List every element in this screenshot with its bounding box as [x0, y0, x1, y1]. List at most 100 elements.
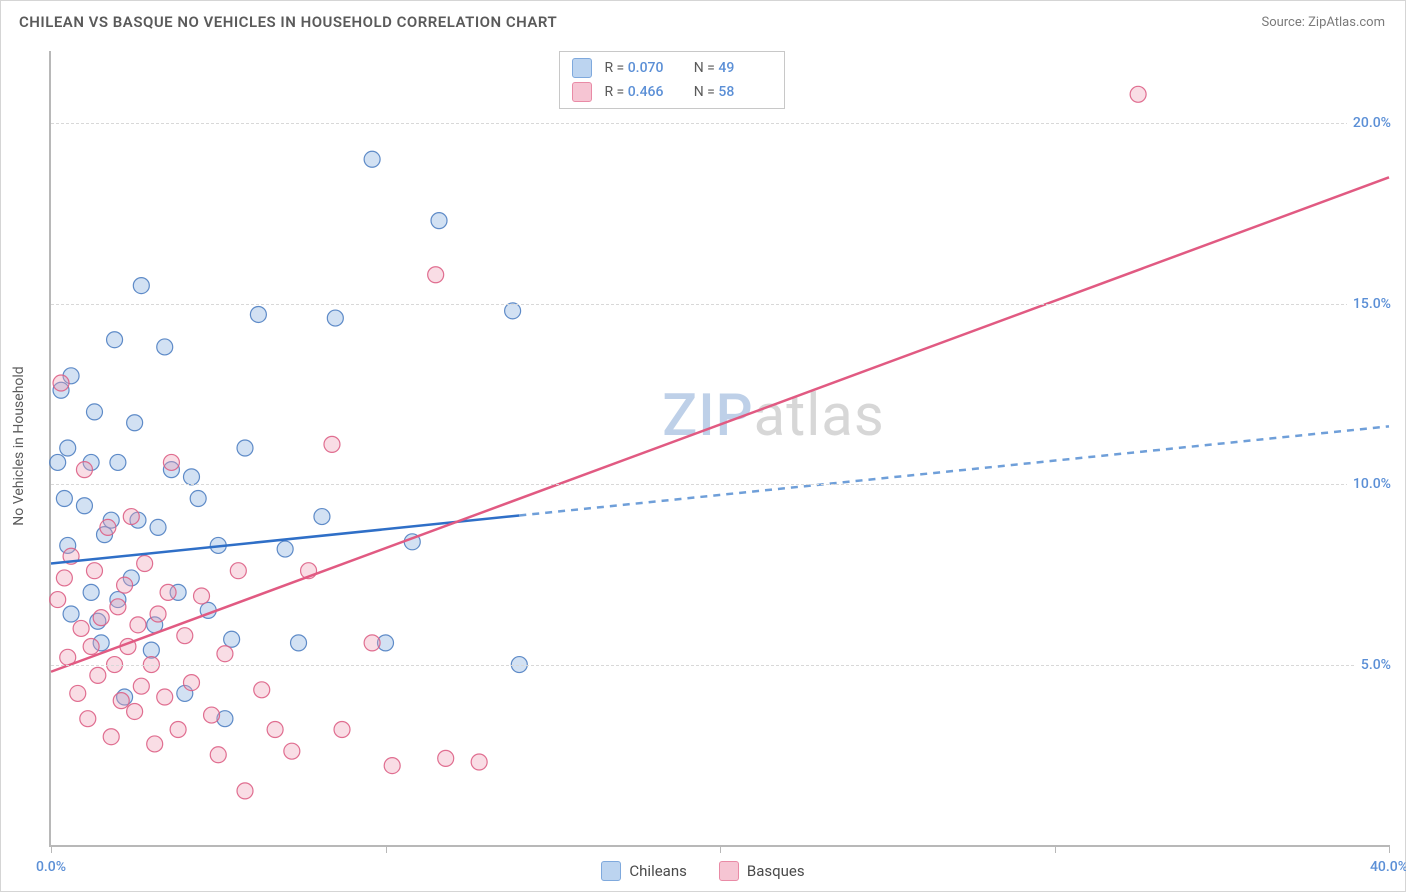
- data-point: [60, 440, 76, 456]
- data-point: [80, 711, 96, 727]
- n-label: N =: [694, 84, 715, 100]
- x-tick-mark: [386, 845, 387, 853]
- data-point: [170, 722, 186, 738]
- chart-title: CHILEAN VS BASQUE NO VEHICLES IN HOUSEHO…: [19, 13, 557, 31]
- data-point: [83, 584, 99, 600]
- gridline: [51, 304, 1389, 305]
- swatch-basques: [572, 82, 592, 102]
- data-point: [157, 689, 173, 705]
- data-point: [277, 541, 293, 557]
- data-point: [133, 278, 149, 294]
- data-point: [56, 570, 72, 586]
- data-point: [110, 454, 126, 470]
- data-point: [505, 303, 521, 319]
- data-point: [438, 750, 454, 766]
- y-tick-label: 5.0%: [1355, 657, 1391, 673]
- y-tick-label: 10.0%: [1347, 476, 1391, 492]
- data-point: [183, 469, 199, 485]
- swatch-chileans: [572, 58, 592, 78]
- data-point: [133, 678, 149, 694]
- data-point: [123, 509, 139, 525]
- data-point: [103, 729, 119, 745]
- regression-line: [51, 177, 1389, 671]
- legend-bottom: Chileans Basques: [1, 861, 1405, 881]
- data-point: [110, 599, 126, 615]
- data-point: [50, 454, 66, 470]
- data-point: [194, 588, 210, 604]
- data-point: [210, 747, 226, 763]
- data-point: [143, 642, 159, 658]
- legend-stats-box: R = 0.070 N = 49 R = 0.466 N = 58: [559, 51, 785, 109]
- data-point: [428, 267, 444, 283]
- data-point: [63, 606, 79, 622]
- legend-stats-row-chileans: R = 0.070 N = 49: [572, 56, 772, 80]
- gridline: [51, 665, 1389, 666]
- data-point: [284, 743, 300, 759]
- data-point: [127, 415, 143, 431]
- data-point: [291, 635, 307, 651]
- data-point: [117, 577, 133, 593]
- data-point: [107, 332, 123, 348]
- data-point: [237, 440, 253, 456]
- data-point: [56, 491, 72, 507]
- legend-item-chileans: Chileans: [601, 861, 686, 881]
- source-attribution: Source: ZipAtlas.com: [1261, 15, 1385, 30]
- data-point: [224, 631, 240, 647]
- legend-label-chileans: Chileans: [629, 862, 686, 880]
- r-value-chileans: 0.070: [628, 60, 682, 76]
- data-point: [76, 498, 92, 514]
- data-point: [254, 682, 270, 698]
- chart-svg: [51, 51, 1389, 845]
- data-point: [113, 693, 129, 709]
- n-label: N =: [694, 60, 715, 76]
- data-point: [76, 462, 92, 478]
- legend-stats-row-basques: R = 0.466 N = 58: [572, 80, 772, 104]
- data-point: [150, 519, 166, 535]
- y-tick-label: 15.0%: [1347, 296, 1391, 312]
- r-label: R =: [604, 84, 624, 100]
- data-point: [100, 519, 116, 535]
- swatch-chileans: [601, 861, 621, 881]
- data-point: [250, 306, 266, 322]
- data-point: [1130, 86, 1146, 102]
- gridline: [51, 484, 1389, 485]
- data-point: [237, 783, 253, 799]
- gridline: [51, 123, 1389, 124]
- x-tick-mark: [1389, 845, 1390, 853]
- x-tick-mark: [720, 845, 721, 853]
- n-value-chileans: 49: [718, 60, 772, 76]
- data-point: [163, 454, 179, 470]
- r-value-basques: 0.466: [628, 84, 682, 100]
- data-point: [364, 151, 380, 167]
- data-point: [314, 509, 330, 525]
- data-point: [324, 436, 340, 452]
- data-point: [83, 639, 99, 655]
- r-label: R =: [604, 60, 624, 76]
- data-point: [147, 736, 163, 752]
- legend-label-basques: Basques: [747, 862, 805, 880]
- data-point: [90, 667, 106, 683]
- data-point: [53, 375, 69, 391]
- data-point: [70, 685, 86, 701]
- title-bar: CHILEAN VS BASQUE NO VEHICLES IN HOUSEHO…: [1, 1, 1405, 41]
- data-point: [150, 606, 166, 622]
- x-tick-mark: [1055, 845, 1056, 853]
- plot-area: ZIPatlas R = 0.070 N = 49 R = 0.466 N = …: [49, 51, 1389, 847]
- data-point: [157, 339, 173, 355]
- chart-container: CHILEAN VS BASQUE NO VEHICLES IN HOUSEHO…: [0, 0, 1406, 892]
- swatch-basques: [719, 861, 739, 881]
- data-point: [431, 213, 447, 229]
- data-point: [50, 592, 66, 608]
- y-tick-label: 20.0%: [1347, 115, 1391, 131]
- data-point: [327, 310, 343, 326]
- data-point: [137, 555, 153, 571]
- data-point: [230, 563, 246, 579]
- data-point: [471, 754, 487, 770]
- data-point: [86, 404, 102, 420]
- legend-item-basques: Basques: [719, 861, 805, 881]
- data-point: [130, 617, 146, 633]
- data-point: [86, 563, 102, 579]
- data-point: [334, 722, 350, 738]
- data-point: [183, 675, 199, 691]
- data-point: [93, 610, 109, 626]
